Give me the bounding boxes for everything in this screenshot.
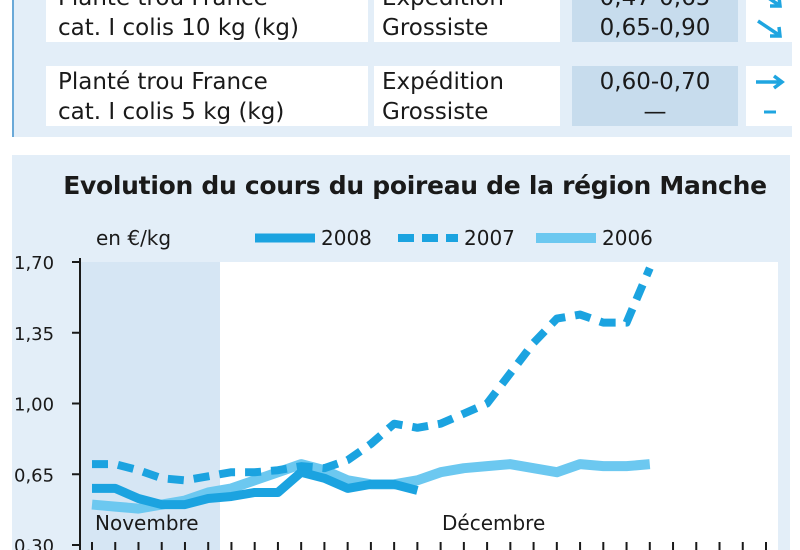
product-label: Planté trou France xyxy=(58,69,268,95)
series-line-2008 xyxy=(92,467,419,510)
price-value: — xyxy=(643,99,667,125)
y-tick-label: 1,35 xyxy=(14,324,54,345)
legend-label: 2008 xyxy=(321,226,372,250)
down-arrow-icon xyxy=(750,12,790,40)
y-axis-label: en €/kg xyxy=(96,226,171,250)
y-tick-label: 0,65 xyxy=(14,465,54,486)
y-tick-label: 1,70 xyxy=(14,253,54,274)
product-label: cat. I colis 10 kg (kg) xyxy=(58,15,299,41)
down-arrow-icon xyxy=(750,0,790,10)
price-value: 0,60-0,70 xyxy=(599,69,711,95)
price-table: Planté trou France cat. I colis 10 kg (k… xyxy=(12,0,792,137)
chart-title: Evolution du cours du poireau de la régi… xyxy=(63,171,767,200)
legend-label: 2007 xyxy=(464,226,515,250)
market-label: Grossiste xyxy=(382,99,489,125)
product-label: cat. I colis 5 kg (kg) xyxy=(58,99,285,125)
table-row: Planté trou France cat. I colis 10 kg (k… xyxy=(26,0,792,42)
market-label: Expédition xyxy=(382,0,504,14)
y-tick-label: 0,30 xyxy=(14,536,54,550)
market-label: Grossiste xyxy=(382,15,489,41)
product-label: Planté trou France xyxy=(58,0,268,14)
dash-icon xyxy=(750,96,790,122)
series-line-2007 xyxy=(92,266,654,485)
period-label: Novembre xyxy=(95,511,199,535)
legend-label: 2006 xyxy=(602,226,653,250)
table-row: Planté trou France cat. I colis 5 kg (kg… xyxy=(26,66,792,126)
period-label: Décembre xyxy=(442,511,545,535)
price-value: 0,65-0,90 xyxy=(599,15,711,41)
price-value: 0,47-0,65 xyxy=(572,0,738,14)
market-label: Expédition xyxy=(382,69,504,95)
right-arrow-icon xyxy=(750,66,790,92)
y-tick-label: 1,00 xyxy=(14,395,54,416)
